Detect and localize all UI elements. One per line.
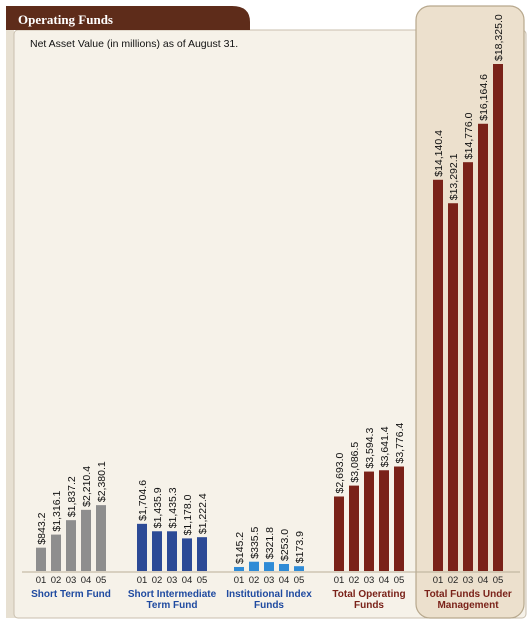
group-label: Funds	[254, 600, 284, 611]
bar-2-01	[137, 523, 147, 571]
value-label: $1,316.1	[51, 491, 63, 532]
group-label: Funds	[354, 600, 384, 611]
chart-subtitle: Net Asset Value (in millions) as of Augu…	[30, 38, 238, 50]
year-tick-label: 04	[81, 575, 92, 586]
value-label: $843.2	[36, 512, 48, 544]
bar-4-05	[394, 466, 404, 571]
value-label: $14,776.0	[463, 112, 475, 159]
value-label: $2,380.1	[96, 461, 108, 502]
year-tick-label: 03	[364, 575, 375, 586]
value-label: $335.5	[249, 526, 261, 558]
year-tick-label: 05	[394, 575, 405, 586]
bar-4-02	[349, 485, 359, 571]
year-tick-label: 03	[66, 575, 77, 586]
header-title: Operating Funds	[18, 12, 113, 27]
group-label: Short Term Fund	[31, 589, 111, 600]
group-label: Management	[437, 600, 499, 611]
bar-4-01	[334, 496, 344, 571]
bar-2-03	[167, 531, 177, 571]
bar-5-05	[493, 64, 503, 571]
bar-1-04	[81, 509, 91, 571]
bar-3-01	[234, 566, 244, 571]
year-tick-label: 01	[137, 575, 148, 586]
bar-5-03	[463, 162, 473, 571]
value-label: $13,292.1	[448, 153, 460, 200]
bar-5-01	[433, 179, 443, 572]
value-label: $3,086.5	[349, 442, 361, 483]
value-label: $2,210.4	[81, 466, 93, 507]
value-label: $321.8	[264, 527, 276, 559]
bar-3-04	[279, 564, 289, 571]
year-tick-label: 02	[152, 575, 163, 586]
bar-3-03	[264, 562, 274, 571]
group-label: Institutional Index	[226, 589, 312, 600]
bar-1-03	[66, 520, 76, 571]
year-tick-label: 04	[478, 575, 489, 586]
year-tick-label: 01	[234, 575, 245, 586]
value-label: $1,435.3	[167, 487, 179, 528]
bar-3-02	[249, 561, 259, 571]
year-tick-label: 05	[294, 575, 305, 586]
value-label: $1,837.2	[66, 476, 78, 517]
bar-2-05	[197, 537, 207, 571]
bar-1-05	[96, 505, 106, 571]
value-label: $173.9	[294, 531, 306, 563]
bar-5-02	[448, 203, 458, 571]
year-tick-label: 05	[493, 575, 504, 586]
year-tick-label: 03	[167, 575, 178, 586]
bar-1-02	[51, 534, 61, 571]
value-label: $145.2	[234, 532, 246, 564]
value-label: $1,435.9	[152, 487, 164, 528]
year-tick-label: 02	[51, 575, 62, 586]
value-label: $18,325.0	[493, 14, 505, 61]
value-label: $3,776.4	[394, 422, 406, 463]
year-tick-label: 02	[448, 575, 459, 586]
year-tick-label: 05	[96, 575, 107, 586]
bar-2-02	[152, 531, 162, 571]
header-tab	[6, 6, 250, 30]
value-label: $253.0	[279, 529, 291, 561]
bar-4-03	[364, 471, 374, 571]
year-tick-label: 01	[36, 575, 47, 586]
year-tick-label: 02	[349, 575, 360, 586]
year-tick-label: 05	[197, 575, 208, 586]
value-label: $16,164.6	[478, 74, 490, 121]
year-tick-label: 01	[334, 575, 345, 586]
value-label: $1,704.6	[137, 480, 149, 521]
year-tick-label: 03	[463, 575, 474, 586]
bar-5-04	[478, 123, 488, 572]
value-label: $3,641.4	[379, 426, 391, 467]
bar-4-04	[379, 470, 389, 571]
year-tick-label: 03	[264, 575, 275, 586]
year-tick-label: 02	[249, 575, 260, 586]
group-label: Short Intermediate	[128, 589, 217, 600]
value-label: $2,693.0	[334, 452, 346, 493]
group-label: Total Operating	[332, 589, 405, 600]
year-tick-label: 04	[279, 575, 290, 586]
bar-2-04	[182, 538, 192, 571]
year-tick-label: 04	[379, 575, 390, 586]
value-label: $14,140.4	[433, 130, 445, 177]
bar-3-05	[294, 566, 304, 571]
year-tick-label: 01	[433, 575, 444, 586]
group-label: Total Funds Under	[424, 589, 512, 600]
group-label: Term Fund	[147, 600, 198, 611]
year-tick-label: 04	[182, 575, 193, 586]
value-label: $1,178.0	[182, 494, 194, 535]
value-label: $1,222.4	[197, 493, 209, 534]
value-label: $3,594.3	[364, 428, 376, 469]
bar-1-01	[36, 547, 46, 571]
